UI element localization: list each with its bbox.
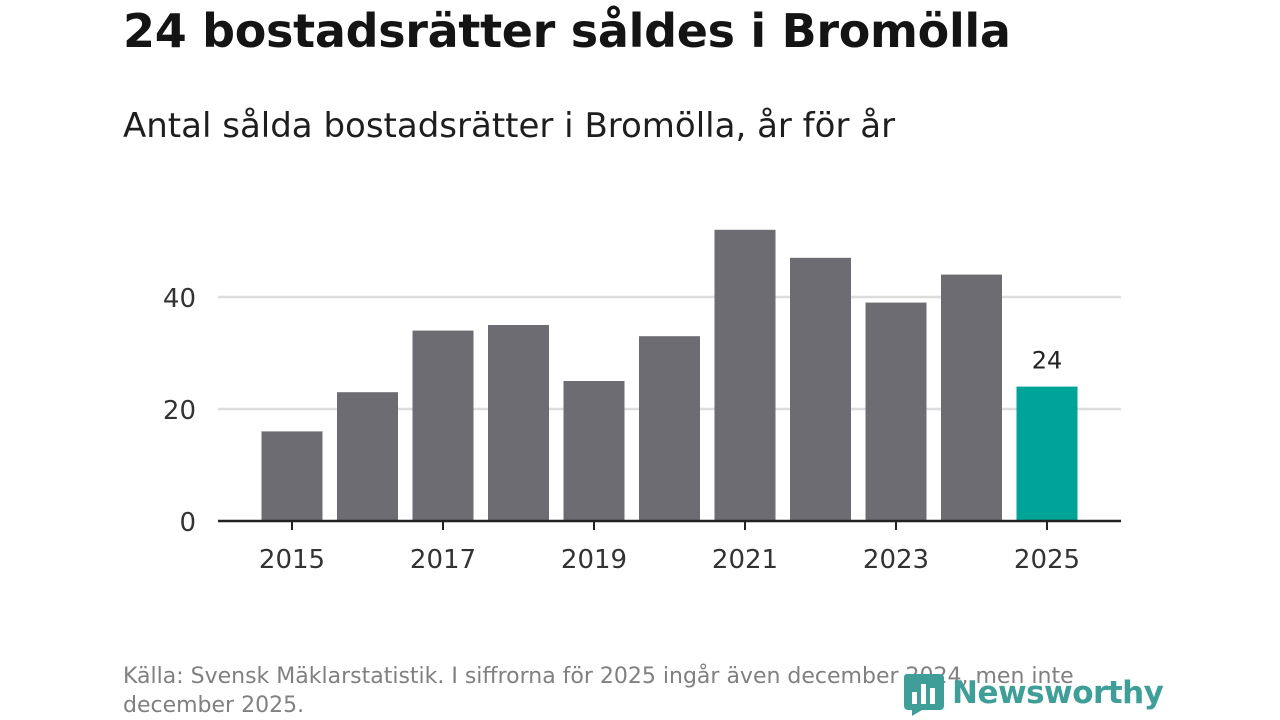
chart-title: 24 bostadsrätter såldes i Bromölla [123, 4, 1011, 58]
x-tick-label: 2023 [863, 545, 929, 575]
logo-wordmark: Newsworthy [952, 675, 1164, 711]
y-tick-label: 0 [179, 508, 196, 538]
y-tick-label: 40 [163, 284, 196, 314]
bar-2023 [865, 302, 927, 521]
bar-2017 [412, 330, 474, 521]
bar-chart-logo-icon [903, 674, 944, 716]
bar-2025 [1016, 386, 1078, 521]
bar-chart: 0 20 40 24 2015 2017 2019 2021 2023 2025 [163, 229, 1121, 575]
x-tick-label: 2019 [561, 545, 627, 575]
x-tick-label: 2025 [1014, 545, 1080, 575]
bar-2021 [714, 229, 776, 522]
bar-2019 [563, 381, 625, 521]
label-layer: 0 20 40 24 2015 2017 2019 2021 2023 2025 [163, 284, 1080, 575]
y-tick-label: 20 [163, 396, 196, 426]
newsworthy-logo: Newsworthy [902, 670, 1164, 716]
x-tick-label: 2017 [410, 545, 476, 575]
bar-2020 [639, 336, 700, 521]
bar-2016 [337, 392, 398, 521]
chart-subtitle: Antal sålda bostadsrätter i Bromölla, år… [123, 106, 896, 146]
bar-2018 [488, 325, 549, 521]
bar-2024 [941, 274, 1002, 521]
bar-2022 [790, 257, 851, 521]
axis-layer [218, 519, 1121, 530]
bar-2015 [261, 431, 323, 521]
data-label-2025: 24 [1032, 347, 1063, 375]
bar-layer [261, 229, 1078, 522]
x-tick-label: 2021 [712, 545, 778, 575]
x-tick-label: 2015 [259, 545, 325, 575]
